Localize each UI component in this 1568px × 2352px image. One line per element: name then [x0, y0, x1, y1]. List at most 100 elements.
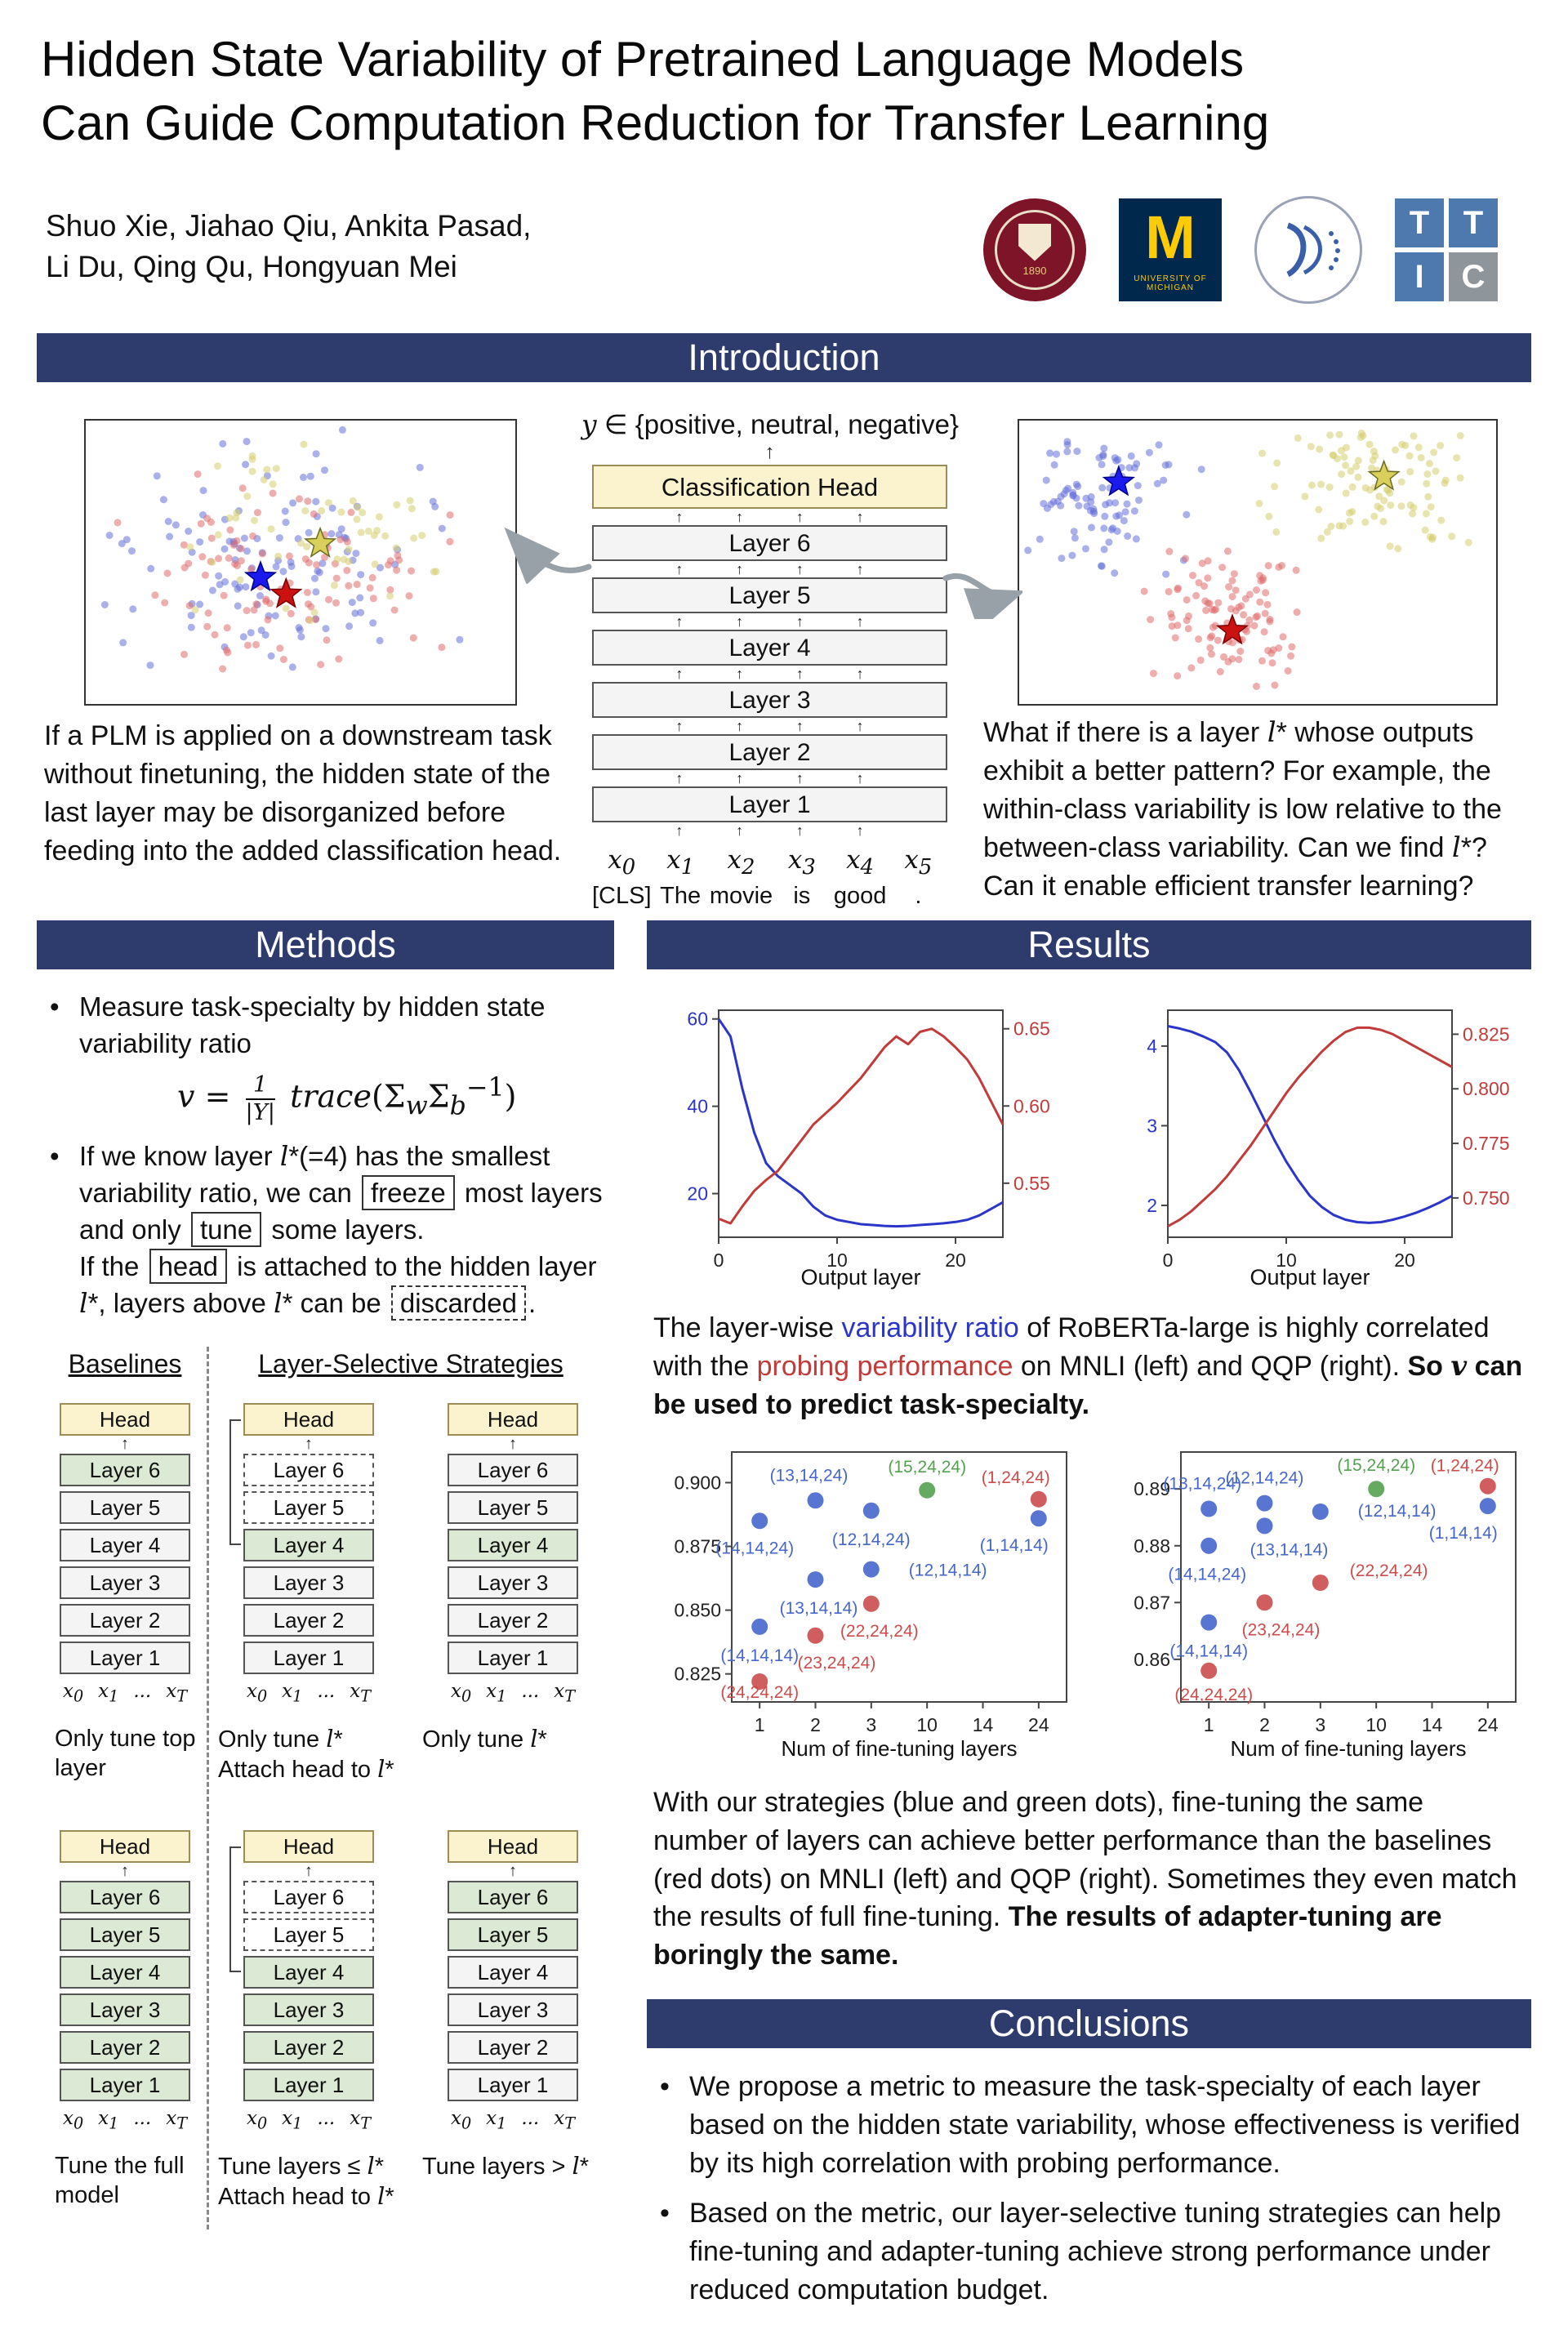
up-arrows: ↑ ↑ ↑ ↑	[675, 561, 864, 577]
svg-text:40: 40	[687, 1096, 708, 1117]
strategy-stack: Head ↑ Layer 6 Layer 5 Layer 4 Layer 3 Layer 2…	[43, 1825, 207, 2230]
up-arrows: ↑ ↑ ↑ ↑	[675, 509, 864, 525]
svg-text:0.900: 0.900	[674, 1472, 721, 1493]
stack-caption: Tune layers > l*	[422, 2151, 590, 2180]
svg-text:(15,24,24): (15,24,24)	[888, 1458, 966, 1477]
layer-box-tuned: Layer 3	[243, 1993, 374, 2026]
svg-text:0.825: 0.825	[1463, 1023, 1510, 1045]
results-banner: Results	[647, 920, 1531, 969]
svg-text:0.875: 0.875	[674, 1535, 721, 1557]
methods-banner: Methods	[37, 920, 614, 969]
layer-box-frozen: Layer 2	[60, 1604, 190, 1637]
strategy-stack: Head ↑ Layer 6 Layer 5 Layer 4 Layer 3 Layer 2…	[207, 1398, 411, 1802]
disorganized-scatter-plot	[84, 419, 517, 706]
results-paragraph-1: The layer-wise variability ratio of RoBE…	[653, 1312, 1523, 1420]
svg-text:(13,14,14): (13,14,14)	[1250, 1540, 1329, 1559]
stack-caption: Only tune l*	[422, 1724, 547, 1753]
svg-text:20: 20	[687, 1183, 708, 1205]
svg-text:4: 4	[1147, 1036, 1157, 1057]
svg-text:Output layer: Output layer	[1250, 1265, 1370, 1290]
svg-text:0.60: 0.60	[1013, 1095, 1050, 1116]
svg-text:1: 1	[1204, 1714, 1214, 1735]
baselines-label: Baselines	[68, 1348, 182, 1379]
input-tokens-row: x0 [CLS] x1 The x2 movie x3 is x4 good x5.	[592, 845, 947, 910]
svg-text:2: 2	[1259, 1714, 1270, 1735]
svg-text:10: 10	[1365, 1714, 1387, 1735]
svg-text:3: 3	[866, 1714, 876, 1735]
point-labels: (13,14,24)(12,14,24) (15,24,24) (1,24,24) (…	[1163, 1456, 1499, 1704]
svg-text:3: 3	[1315, 1714, 1325, 1735]
axes: 0.825 0.850 0.875 0.900 1 2 3 10 14 24 Num of fine…	[674, 1450, 1067, 1761]
up-arrows: ↑ ↑ ↑ ↑	[675, 613, 864, 630]
svg-text:(13,14,24): (13,14,24)	[770, 1466, 849, 1485]
michigan-logo: M UNIVERSITY OF MICHIGAN	[1119, 198, 1222, 301]
intro-right-caption: What if there is a layer l* whose output…	[983, 716, 1502, 902]
michigan-caption: UNIVERSITY OF MICHIGAN	[1134, 274, 1207, 292]
layer-box-tuned: Layer 6	[60, 1454, 190, 1487]
layer-box-discarded: Layer 5	[243, 1491, 374, 1525]
strategy-stack: Head ↑ Layer 6 Layer 5 Layer 4 Layer 3 Layer 2…	[411, 1398, 615, 1802]
strategies-area: Baselines Layer-Selective Strategies Hea…	[43, 1346, 615, 2230]
data-points	[751, 1481, 1047, 1690]
layer-box-tuned: Layer 4	[243, 1955, 374, 1989]
svg-text:0.55: 0.55	[1013, 1173, 1050, 1194]
stack-caption: Only tune l* Attach head to l*	[218, 1724, 394, 1784]
token-row: x0 x1... xT	[451, 1681, 575, 1706]
layer-box: Layer 2	[592, 734, 947, 770]
up-arrow-icon: ↑	[305, 1861, 313, 1880]
svg-text:(1,14,14): (1,14,14)	[1429, 1524, 1498, 1543]
token-row: x0 x1... xT	[451, 2107, 575, 2133]
layer-box: Layer 3	[592, 682, 947, 718]
michigan-m-icon: M	[1145, 203, 1196, 271]
svg-text:(22,24,24): (22,24,24)	[840, 1622, 919, 1641]
transformer-stack-diagram: y ∈ {positive, neutral, negative} ↑ Clas…	[581, 408, 959, 910]
svg-text:14: 14	[1422, 1714, 1443, 1735]
head-attach-connector	[229, 1419, 241, 1546]
up-arrow-icon: ↑	[764, 441, 775, 463]
page-title-line2: Can Guide Computation Reduction for Tran…	[41, 96, 1270, 150]
svg-text:10: 10	[1276, 1250, 1297, 1271]
up-arrows: ↑ ↑ ↑ ↑	[675, 718, 864, 734]
svg-text:14: 14	[973, 1714, 994, 1735]
svg-text:3: 3	[1147, 1115, 1157, 1136]
mnli-line-chart: 20 40 60 0.55 0.60 0.65 0 10 20 Output layer	[687, 1009, 1050, 1290]
qqp-scatter-chart: 0.86 0.87 0.88 0.89 1 2 3 10 14 24 Num of fine-tun…	[1134, 1450, 1517, 1761]
token-row: x0 x1... xT	[247, 1681, 371, 1706]
head-box: Head	[448, 1403, 578, 1437]
layer-box-discarded: Layer 6	[243, 1454, 374, 1487]
head-box: Head	[60, 1829, 190, 1863]
head-box: Head	[60, 1403, 190, 1437]
stack-caption: Tune the full model	[55, 2152, 185, 2208]
layer-box-frozen: Layer 3	[448, 1566, 578, 1600]
token-row: x0 x1... xT	[63, 2107, 187, 2133]
svg-text:0.89: 0.89	[1134, 1478, 1170, 1499]
svg-text:0.850: 0.850	[674, 1599, 721, 1620]
results-paragraph-2: With our strategies (blue and green dots…	[653, 1786, 1517, 1971]
layer-box-tuned: Layer 1	[243, 2068, 374, 2101]
svg-text:24: 24	[1477, 1714, 1499, 1735]
svg-text:1: 1	[755, 1714, 765, 1735]
svg-text:2: 2	[1147, 1195, 1157, 1216]
layer-box-frozen: Layer 4	[448, 1955, 578, 1989]
svg-text:24: 24	[1028, 1714, 1049, 1735]
shield-icon	[1018, 223, 1051, 261]
svg-text:0: 0	[714, 1250, 724, 1271]
layer-box-tuned: Layer 6	[60, 1880, 190, 1913]
up-arrows: ↑ ↑ ↑ ↑	[675, 822, 864, 839]
layer-stack: ↑ ↑ ↑ ↑ Layer 6 ↑ ↑ ↑ ↑ Layer 5 ↑ ↑ ↑ ↑ Layer 4 ↑ ↑ ↑ ↑ Lay…	[592, 509, 947, 822]
svg-text:(15,24,24): (15,24,24)	[1337, 1456, 1415, 1475]
scatter-charts-row: 0.825 0.850 0.875 0.900 1 2 3 10 14 24 Num of fine…	[653, 1439, 1531, 1766]
svg-text:20: 20	[945, 1250, 966, 1271]
ttic-square-t2: T	[1449, 198, 1498, 247]
axes: 2 3 4 0.750 0.775 0.800 0.825 0 10 20 Output layer	[1147, 1009, 1510, 1290]
layer-box-tuned: Layer 2	[243, 2030, 374, 2064]
ttic-square-t1: T	[1395, 198, 1444, 247]
methods-bullet-1: Measure task-specialty by hidden state v…	[43, 989, 615, 1125]
layer-box-frozen: Layer 1	[448, 2068, 578, 2101]
head-attach-connector	[229, 1846, 241, 1972]
layer-box: Layer 5	[592, 577, 947, 613]
logo-row: 1890 M UNIVERSITY OF MICHIGAN T T I C	[983, 196, 1503, 304]
svg-text:0.88: 0.88	[1134, 1535, 1170, 1556]
authors-line2: Li Du, Qing Qu, Hongyuan Mei	[46, 250, 457, 283]
